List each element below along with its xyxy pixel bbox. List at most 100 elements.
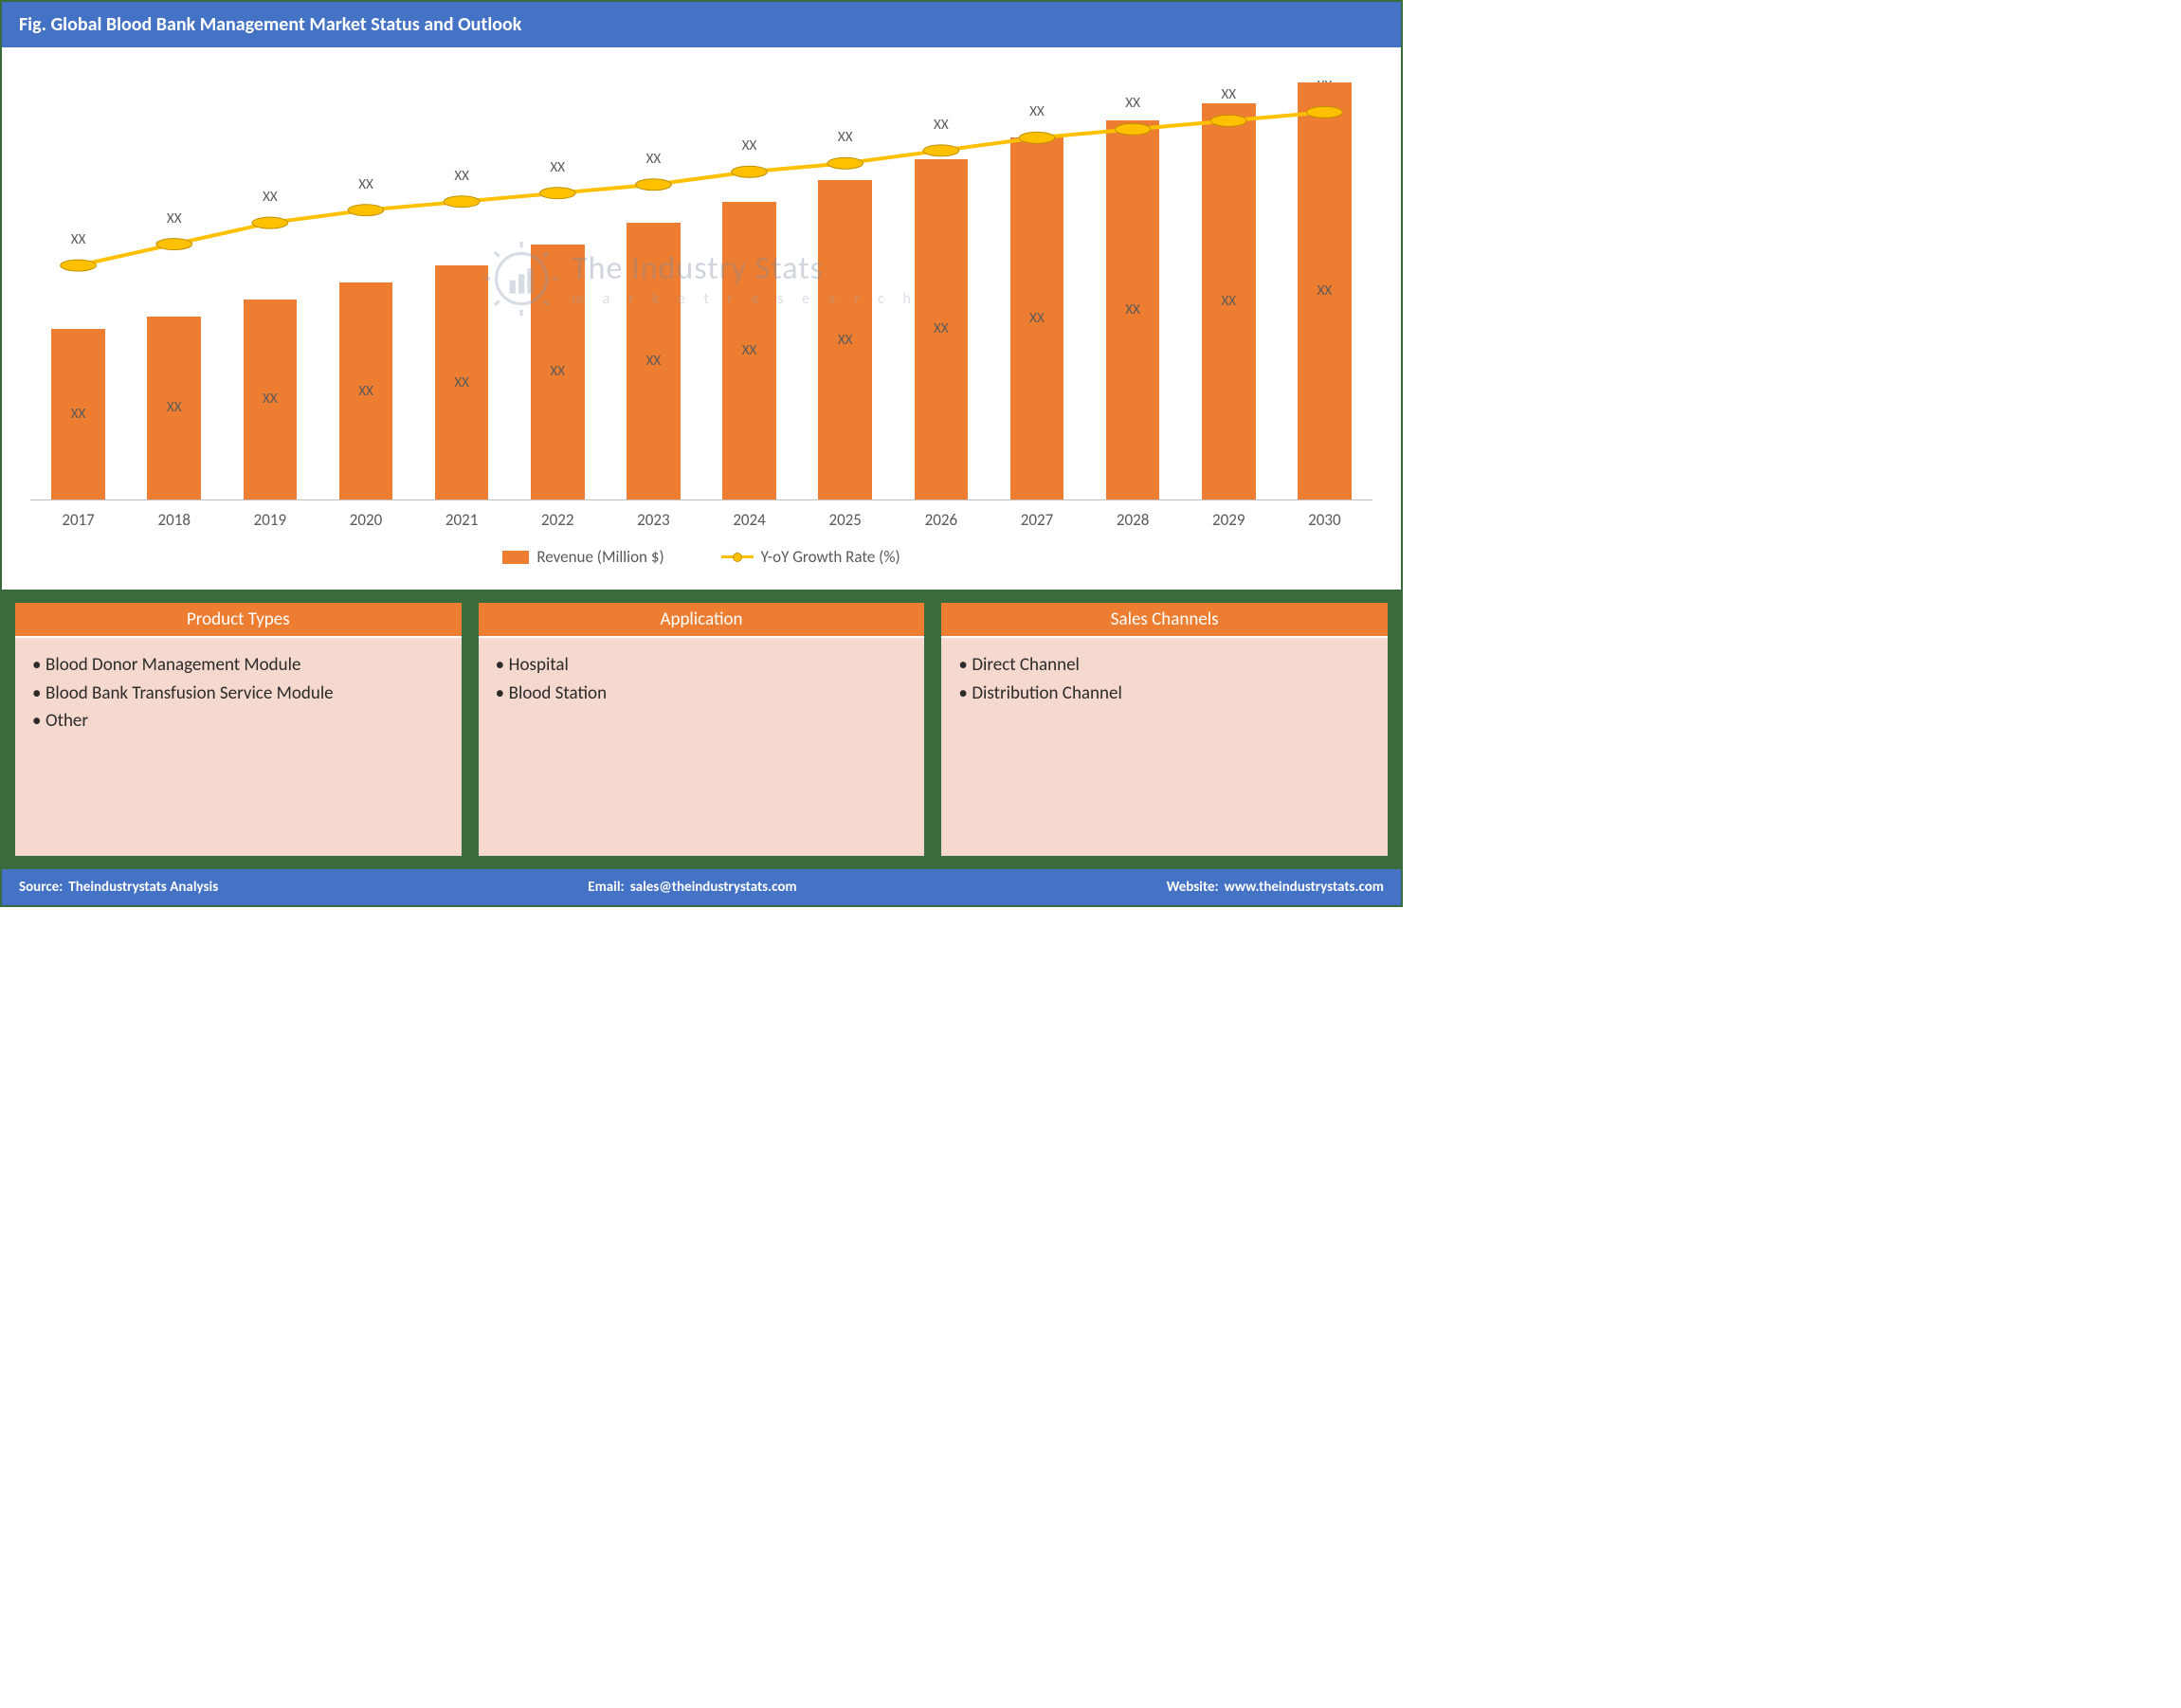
x-axis-label: 2018 [126,510,222,530]
footer-source: Source: Theindustrystats Analysis [19,879,218,896]
footer-email-label: Email: [588,879,624,896]
line-data-label: XX [126,210,222,227]
x-axis-label: 2017 [30,510,126,530]
bar-data-label: XX [646,353,662,370]
bar-data-label: XX [1221,293,1236,310]
category-panels: Product Types Blood Donor Management Mod… [2,590,1401,869]
panel-header-product-types: Product Types [15,603,462,638]
bar-slot: XX XX [30,74,126,500]
revenue-bar: XX [244,300,298,500]
panel-product-types: Product Types Blood Donor Management Mod… [15,603,462,856]
line-data-label: XX [701,137,797,154]
revenue-bar: XX [531,245,585,500]
bar-slot: XX XX [606,74,701,500]
list-item: Blood Donor Management Module [32,651,445,680]
bar-data-label: XX [1125,301,1140,318]
x-axis-label: 2023 [606,510,701,530]
x-axis-label: 2027 [989,510,1084,530]
x-axis-label: 2019 [222,510,318,530]
line-data-label: XX [797,129,893,146]
bar-data-label: XX [742,342,757,359]
bar-data-label: XX [1318,282,1333,300]
line-data-label: XX [893,117,989,134]
revenue-bar: XX [1106,120,1160,500]
line-data-label: XX [222,189,318,206]
list-item: Blood Bank Transfusion Service Module [32,680,445,708]
bar-data-label: XX [1029,310,1045,327]
legend-growth: Y-oY Growth Rate (%) [721,547,900,567]
line-data-label: XX [606,151,701,168]
legend-revenue-label: Revenue (Million $) [536,547,663,567]
line-data-label: XX [1181,86,1277,103]
list-item: Blood Station [496,680,908,708]
footer-source-value: Theindustrystats Analysis [68,879,218,896]
line-data-label: XX [414,168,510,185]
panel-body-product-types: Blood Donor Management ModuleBlood Bank … [15,638,462,856]
bar-slot: XX XX [1085,74,1181,500]
footer-website: Website: www.theindustrystats.com [1167,879,1384,896]
bar-data-label: XX [934,320,949,337]
revenue-bar: XX [435,265,489,500]
x-axis-label: 2024 [701,510,797,530]
x-axis-label: 2022 [510,510,606,530]
footer-website-label: Website: [1167,879,1219,896]
panel-sales-channels: Sales Channels Direct ChannelDistributio… [941,603,1388,856]
panel-header-sales-channels: Sales Channels [941,603,1388,638]
chart-legend: Revenue (Million $) Y-oY Growth Rate (%) [30,530,1372,572]
bar-slot: XX XX [1181,74,1277,500]
line-data-label: XX [1085,95,1181,112]
panel-body-application: HospitalBlood Station [479,638,925,856]
line-data-label: XX [510,159,606,176]
x-axis-label: 2020 [318,510,413,530]
revenue-bar: XX [51,329,105,500]
footer-email-value: sales@theindustrystats.com [630,879,797,896]
bar-data-label: XX [550,363,565,380]
chart-panel: XXXXXXXXXXXXXXXXXXXXXXXXXXXXXXXXXXXXXXXX… [2,47,1401,590]
bar-slot: XXXX [989,74,1084,500]
revenue-bar: XX [1202,103,1256,500]
legend-revenue: Revenue (Million $) [502,547,663,567]
bar-data-label: XX [71,406,86,423]
x-axis-label: 2028 [1085,510,1181,530]
revenue-bar: XX [147,317,201,500]
revenue-bar: XX [339,282,393,500]
bar-slot: XX XX [222,74,318,500]
bar-slot: XX XX [510,74,606,500]
bar-data-label: XX [263,391,278,408]
bar-data-label: XX [454,374,469,391]
x-axis-label: 2030 [1277,510,1372,530]
revenue-bar: XX [1010,137,1064,500]
footer-source-label: Source: [19,879,63,896]
bar-slot: XX XX [797,74,893,500]
bar-slot: XX XX [318,74,413,500]
revenue-bar: XX [1298,82,1352,500]
bar-slot: XX XX [893,74,989,500]
legend-growth-label: Y-oY Growth Rate (%) [761,547,900,567]
line-data-label: XX [318,176,413,193]
chart-plot-area: XXXXXXXXXXXXXXXXXXXXXXXXXXXXXXXXXXXXXXXX… [30,74,1372,500]
bar-slot: XX XX [126,74,222,500]
bar-data-label: XX [838,332,853,349]
list-item: Distribution Channel [958,680,1371,708]
line-data-label: XX [30,231,126,248]
bar-data-label: XX [358,383,373,400]
bar-slot: XXXX [1277,74,1372,500]
bar-slot: XX XX [701,74,797,500]
revenue-bar: XX [818,180,872,500]
footer-email: Email: sales@theindustrystats.com [588,879,796,896]
panel-body-sales-channels: Direct ChannelDistribution Channel [941,638,1388,856]
bar-slot: XX XX [414,74,510,500]
x-axis-label: 2026 [893,510,989,530]
panel-application: Application HospitalBlood Station [479,603,925,856]
footer-website-value: www.theindustrystats.com [1225,879,1384,896]
x-axis-label: 2021 [414,510,510,530]
list-item: Hospital [496,651,908,680]
figure-container: Fig. Global Blood Bank Management Market… [0,0,1403,907]
figure-title: Fig. Global Blood Bank Management Market… [2,2,1401,47]
x-axis-label: 2029 [1181,510,1277,530]
legend-bar-swatch [502,551,529,564]
list-item: Other [32,707,445,736]
legend-line-swatch [721,551,754,564]
panel-header-application: Application [479,603,925,638]
bar-data-label: XX [167,399,182,416]
